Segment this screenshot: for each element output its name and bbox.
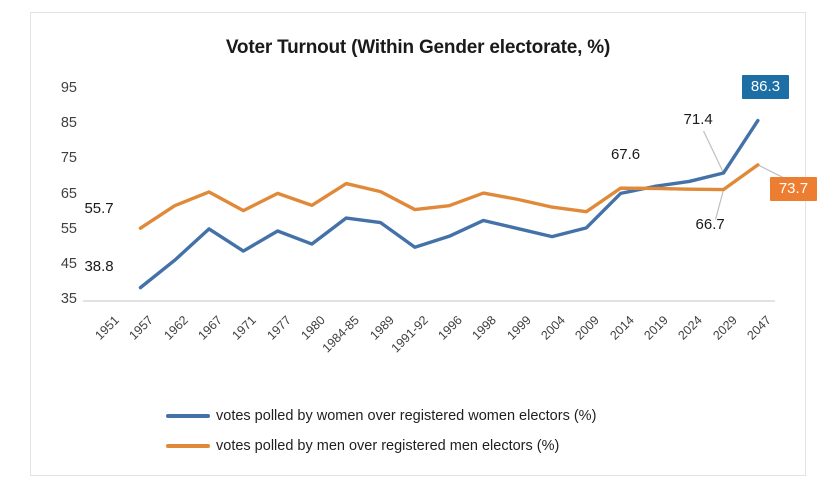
data-label: 55.7	[84, 200, 114, 218]
series-layer	[138, 118, 760, 290]
series-line-men	[138, 163, 760, 230]
data-label: 71.4	[683, 110, 713, 128]
data-label-badge: 73.7	[769, 176, 818, 201]
data-label: 67.6	[610, 146, 641, 164]
y-axis-tick-label: 95	[60, 80, 77, 96]
y-axis-tick-label: 85	[60, 115, 77, 132]
y-axis-tick-label: 75	[60, 150, 77, 167]
plot-area: 95 85 75 65 55 45 35 1951 1957 1962 1967 1971 1977 1…	[31, 13, 818, 477]
legend-item-label: votes polled by men over registered men …	[216, 438, 560, 454]
callout-leader-line	[703, 130, 725, 174]
y-axis-tick-label: 45	[60, 255, 77, 272]
data-label-badge: 86.3	[741, 74, 790, 99]
data-label: 66.7	[695, 215, 725, 233]
chart-svg	[83, 118, 791, 302]
chart-title: Voter Turnout (Within Gender electorate,…	[225, 37, 611, 58]
y-axis-tick-label: 35	[60, 291, 77, 307]
legend-swatch-icon	[166, 414, 210, 418]
chart-legend: votes polled by women over registered wo…	[166, 401, 686, 461]
y-axis-tick-label: 65	[60, 185, 77, 202]
y-axis-tick-label: 55	[60, 220, 77, 237]
legend-swatch-icon	[166, 444, 210, 448]
series-line-women	[138, 118, 760, 290]
chart-container: Voter Turnout (Within Gender electorate,…	[30, 12, 818, 477]
legend-item[interactable]: votes polled by women over registered wo…	[166, 401, 686, 431]
legend-item-label: votes polled by women over registered wo…	[216, 408, 597, 424]
callout-leader-line	[714, 189, 725, 220]
legend-item[interactable]: votes polled by men over registered men …	[166, 431, 686, 461]
data-label: 38.8	[84, 257, 114, 275]
